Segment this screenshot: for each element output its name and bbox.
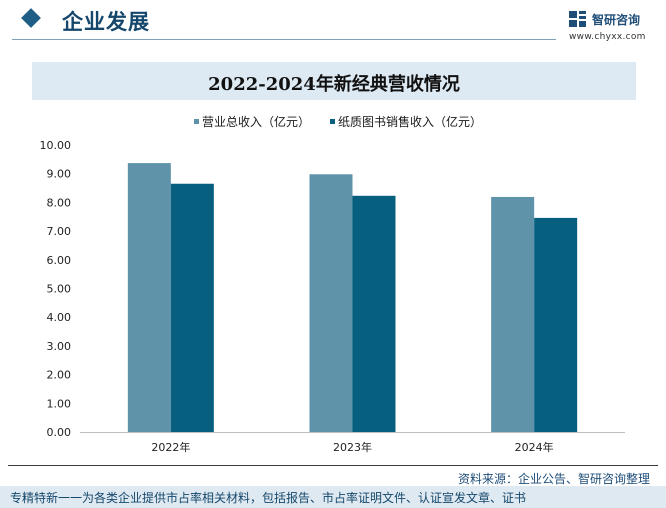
y-tick-label: 6.00 xyxy=(47,254,72,267)
y-tick-label: 3.00 xyxy=(47,340,72,353)
logo-mark-icon xyxy=(569,11,586,27)
y-tick-label: 0.00 xyxy=(47,426,72,439)
legend-label-series-2: 纸质图书销售收入（亿元） xyxy=(338,115,483,129)
bar-series-1 xyxy=(491,196,535,432)
x-tick-label: 2024年 xyxy=(515,440,554,454)
y-tick-label: 7.00 xyxy=(47,225,72,238)
y-tick-label: 4.00 xyxy=(47,311,72,324)
legend-item-series-2: 纸质图书销售收入（亿元） xyxy=(330,113,482,130)
y-tick-label: 9.00 xyxy=(47,168,72,181)
chart-title: 2022-2024年新经典营收情况 xyxy=(208,74,460,95)
logo-name: 智研咨询 xyxy=(592,13,641,27)
bar-series-1 xyxy=(127,163,171,432)
legend-swatch-series-1 xyxy=(194,119,199,124)
legend-swatch-series-2 xyxy=(330,119,335,124)
bottom-tagline: 专精特新一一为各类企业提供市占率相关材料，包括报告、市占率证明文件、认证宣发文章… xyxy=(10,491,527,505)
logo-url: www.chyxx.com xyxy=(569,32,646,42)
bottom-banner: 专精特新一一为各类企业提供市占率相关材料，包括报告、市占率证明文件、认证宣发文章… xyxy=(0,486,666,508)
bar-series-1 xyxy=(309,174,353,433)
header-divider xyxy=(12,39,556,40)
header: 企业发展 智研咨询 www.chyxx.com xyxy=(0,0,666,44)
legend-label-series-1: 营业总收入（亿元） xyxy=(202,115,311,129)
y-tick-label: 5.00 xyxy=(47,283,72,296)
logo: 智研咨询 www.chyxx.com xyxy=(568,10,660,44)
chart-title-band: 2022-2024年新经典营收情况 xyxy=(32,62,636,100)
legend-item-series-1: 营业总收入（亿元） xyxy=(194,113,310,130)
x-tick-label: 2023年 xyxy=(333,440,372,454)
y-tick-label: 10.00 xyxy=(40,139,72,152)
legend: 营业总收入（亿元） 纸质图书销售收入（亿元） xyxy=(0,113,666,131)
x-tick-label: 2022年 xyxy=(151,440,190,454)
source-note: 资料来源：企业公告、智研咨询整理 xyxy=(457,472,650,486)
footer-divider xyxy=(8,465,658,466)
y-tick-label: 8.00 xyxy=(47,196,72,209)
bar-series-2 xyxy=(534,217,578,432)
bar-series-2 xyxy=(170,183,214,432)
bar-series-2 xyxy=(352,195,396,432)
y-tick-label: 1.00 xyxy=(47,397,72,410)
section-title: 企业发展 xyxy=(62,10,150,34)
y-tick-label: 2.00 xyxy=(47,369,72,382)
